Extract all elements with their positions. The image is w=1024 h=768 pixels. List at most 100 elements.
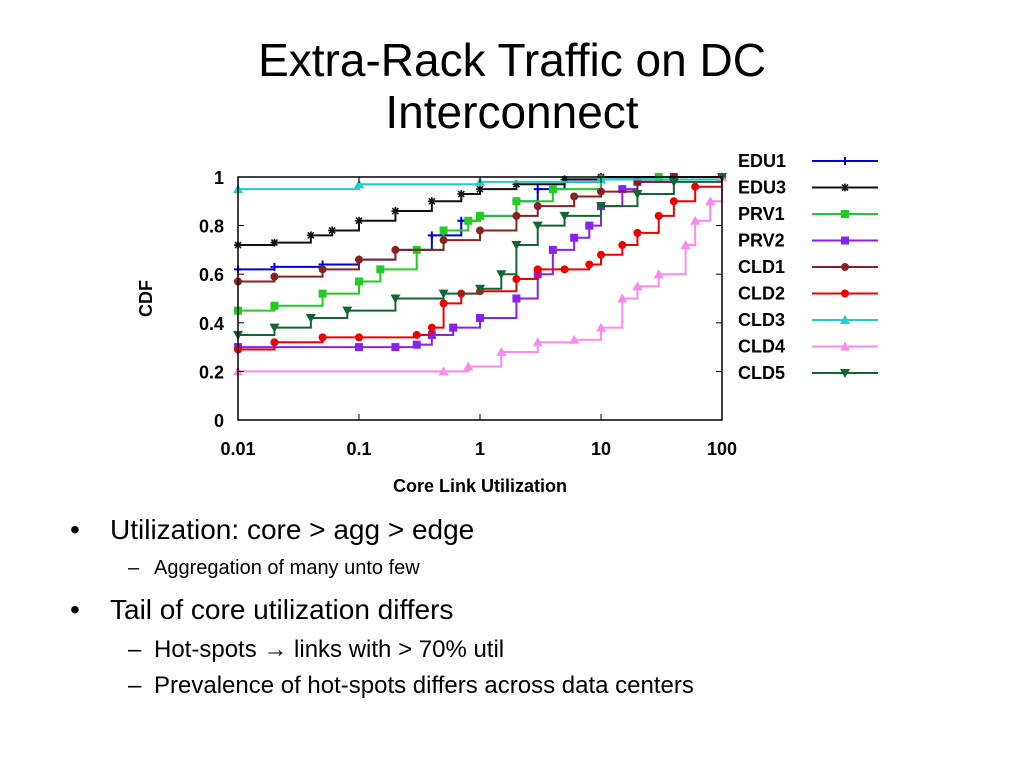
data-point-prv2 [585,221,594,230]
data-point-cld2 [618,241,627,250]
axis-labels: 0 0.2 0.4 0.6 0.8 1 0.01 0.1 1 10 100 Core Link Uti… [136,168,737,496]
data-point-cld5 [475,284,485,294]
legend: EDU1 EDU3 PRV1 PRV2 CLD1 CLD2 CLD3 CLD4 CLD5 [738,151,878,383]
sub-bullet-dash: – [128,557,140,579]
data-point-edu3 [306,231,315,240]
legend-label-cld5: CLD5 [738,363,785,383]
legend-label-prv2: PRV2 [738,231,785,251]
y-tick-label: 0 [214,411,224,431]
data-point-prv2 [618,185,627,194]
data-point-prv1 [476,211,484,220]
data-point-cld2 [512,275,521,284]
data-point-prv2 [391,343,400,352]
data-point-cld1 [476,226,484,235]
x-tick-label: 0.1 [346,439,371,459]
cdf-chart: 0 0.2 0.4 0.6 0.8 1 0.01 0.1 1 10 100 Core Link Uti… [136,151,878,496]
series-line-prv1 [238,176,722,312]
data-point-prv2 [570,233,579,242]
legend-marker-cld3 [840,315,850,324]
data-point-cld2 [654,211,663,220]
data-point-cld5 [496,270,507,280]
data-point-cld2 [270,338,279,347]
legend-label-edu1: EDU1 [738,151,786,171]
data-point-cld2 [691,182,700,191]
legend-label-cld3: CLD3 [738,310,785,330]
legend-label-edu3: EDU3 [738,178,786,198]
data-point-cld4 [690,215,701,225]
legend-marker-edu1 [841,157,849,165]
bullet-list: • Utilization: core > agg > edge – Aggrega… [70,512,970,706]
data-point-edu3 [560,175,569,184]
data-point-cld5 [668,177,679,187]
bullet-2-sub-2-text: Prevalence of hot-spots differs across d… [154,672,694,699]
data-point-prv1 [464,216,473,225]
data-point-cld5 [511,241,522,251]
data-point-prv2 [548,245,557,254]
y-tick-label: 0.2 [199,362,224,382]
data-point-cld2 [355,333,363,342]
x-tick-label: 10 [591,439,611,459]
legend-label-cld1: CLD1 [738,257,785,277]
data-point-edu1 [270,262,279,271]
data-point-cld5 [269,323,280,333]
data-point-cld1 [439,236,448,245]
y-tick-label: 1 [214,168,224,188]
data-point-cld3 [354,179,364,189]
data-point-cld5 [305,313,316,323]
bullet-dot: • [70,594,80,625]
data-point-edu1 [533,185,542,194]
data-point-cld5 [596,202,606,212]
data-point-edu3 [355,216,363,225]
data-point-prv2 [512,294,521,303]
plot-lines [233,172,727,376]
data-point-cld4 [532,337,543,347]
data-point-edu1 [457,216,466,225]
data-point-prv1 [512,197,521,206]
data-point-prv1 [318,289,327,298]
data-point-prv1 [355,277,363,286]
x-axis-label: Core Link Utilization [393,476,567,496]
data-point-cld2 [427,323,436,332]
y-tick-label: 0.6 [199,265,224,285]
data-point-cld5 [559,211,570,221]
x-tick-label: 100 [707,439,737,459]
data-point-cld1 [597,187,605,196]
legend-label-cld2: CLD2 [738,284,785,304]
data-point-cld2 [560,265,569,274]
bullet-1-text: Utilization: core > agg > edge [110,514,475,545]
bullet-2-text: Tail of core utilization differs [110,594,454,625]
bullet-1-sub-1: – Aggregation of many unto few [70,554,970,582]
data-point-cld5 [390,294,401,304]
data-point-cld4 [596,322,606,332]
legend-label-cld4: CLD4 [738,337,785,357]
data-point-cld2 [439,299,448,308]
legend-label-prv1: PRV1 [738,204,785,224]
data-point-prv1 [439,226,448,235]
legend-marker-cld5 [840,369,850,378]
data-point-cld1 [318,265,327,274]
y-axis-label: CDF [136,280,156,317]
series-line-cld5 [238,177,723,336]
data-point-prv1 [548,185,557,194]
data-point-prv2 [476,313,484,322]
data-point-prv2 [355,343,363,352]
data-point-cld2 [597,250,605,259]
data-point-edu3 [328,226,337,235]
data-point-cld2 [412,330,421,339]
data-point-cld1 [533,202,542,211]
bullet-dot: • [70,514,80,545]
data-point-edu3 [512,180,521,189]
data-point-cld4 [438,366,449,376]
data-point-cld4 [496,346,507,356]
slide-title: Extra-Rack Traffic on DC Interconnect [0,34,1024,138]
data-point-cld1 [355,255,363,264]
slide-title-line-1: Extra-Rack Traffic on DC [258,34,766,86]
data-point-cld5 [438,289,449,299]
sub-bullet-dash: – [128,636,142,663]
data-point-cld4 [569,334,580,344]
bullet-2-sub-1: – Hot-spots → links with > 70% util [70,634,970,666]
data-point-prv2 [449,323,458,332]
series-line-cld1 [238,176,722,283]
y-tick-label: 0.4 [199,314,224,334]
data-point-cld1 [512,211,521,220]
